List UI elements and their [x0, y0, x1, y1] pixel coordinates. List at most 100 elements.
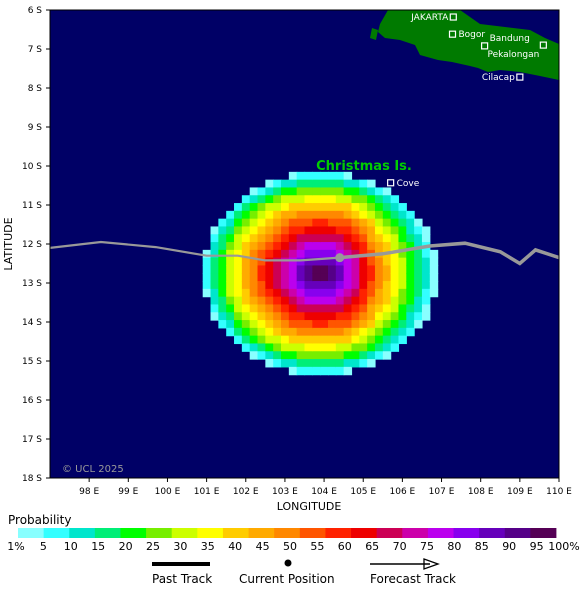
probability-cell	[273, 234, 282, 243]
probability-cell	[210, 257, 219, 267]
legend-swatch	[453, 528, 480, 538]
probability-cell	[398, 304, 407, 313]
probability-cell	[327, 281, 337, 290]
probability-cell	[367, 265, 376, 274]
probability-cell	[312, 288, 321, 298]
probability-cell	[429, 281, 439, 290]
probability-cell	[304, 296, 313, 306]
probability-cell	[296, 312, 306, 321]
probability-cell	[281, 312, 290, 321]
probability-cell	[241, 226, 251, 235]
legend-scale-labels: 1% 5 10 15 20 25 30 35 40 45 50 55 60 65 70 75 80 85 90 95 1…	[0, 540, 580, 554]
probability-cell	[241, 242, 251, 251]
legend-swatch	[197, 528, 224, 538]
probability-cell	[296, 359, 306, 368]
probability-cell	[320, 273, 329, 282]
place-labels: JAKARTA Bogor Bandung Pekalongan Cilacap Cove	[387, 13, 547, 189]
probability-cell	[210, 234, 219, 243]
probability-cell	[382, 257, 392, 267]
probability-cell	[257, 288, 266, 298]
probability-cell	[304, 320, 313, 329]
probability-cell	[288, 179, 298, 189]
legend-swatch	[146, 528, 173, 538]
probability-cell	[414, 312, 423, 321]
probability-cell	[296, 351, 306, 360]
probability-cell	[359, 312, 368, 321]
probability-cell	[241, 288, 251, 298]
probability-cell	[374, 242, 384, 251]
probability-cell	[327, 327, 337, 337]
probability-cell	[288, 304, 298, 313]
probability-cell	[382, 234, 392, 243]
probability-cell	[241, 218, 251, 228]
y-axis-title: LATITUDE	[2, 217, 15, 270]
probability-cell	[351, 343, 360, 352]
probability-cell	[210, 226, 219, 235]
probability-cell	[249, 203, 259, 212]
probability-cell	[382, 320, 392, 329]
probability-cell	[281, 343, 290, 352]
probability-cell	[327, 288, 337, 298]
probability-cell	[218, 320, 227, 329]
probability-cell	[249, 320, 259, 329]
probability-cell	[359, 359, 368, 368]
lon-tick-label: 110 E	[546, 487, 572, 497]
probability-cell	[374, 335, 384, 345]
probability-cell	[327, 359, 337, 368]
probability-cell	[421, 265, 431, 274]
probability-cell	[312, 312, 321, 321]
lat-tick-label: 12 S	[22, 240, 42, 250]
probability-cell	[406, 242, 415, 251]
probability-cell	[226, 281, 235, 290]
probability-cell	[359, 281, 368, 290]
probability-cell	[320, 312, 329, 321]
probability-cell	[414, 273, 423, 282]
probability-cell	[398, 210, 407, 220]
probability-cell	[288, 187, 298, 196]
lon-tick-label: 100 E	[155, 487, 181, 497]
probability-cell	[343, 351, 353, 360]
probability-cell	[351, 312, 360, 321]
probability-cell	[312, 304, 321, 313]
probability-cell	[234, 203, 243, 212]
probability-cell	[382, 242, 392, 251]
probability-cell	[288, 343, 298, 352]
probability-cell	[359, 226, 368, 235]
probability-cell	[257, 249, 266, 259]
probability-cell	[374, 203, 384, 212]
probability-cell	[421, 296, 431, 306]
probability-cell	[367, 288, 376, 298]
track-legend-symbols	[152, 558, 440, 570]
probability-cell	[335, 171, 345, 181]
probability-cell	[304, 226, 313, 235]
probability-cell	[414, 304, 423, 313]
legend-scale-label: 10	[63, 540, 78, 553]
probability-cell	[249, 288, 259, 298]
probability-cell	[312, 359, 321, 368]
probability-cell	[351, 218, 360, 228]
probability-cell	[226, 296, 235, 306]
probability-cell	[351, 234, 360, 243]
probability-cell	[367, 195, 376, 204]
probability-cell	[288, 281, 298, 290]
probability-cell	[351, 187, 360, 196]
probability-cell	[288, 288, 298, 298]
probability-cell	[327, 195, 337, 204]
probability-cell	[249, 351, 259, 360]
probability-cell	[421, 234, 431, 243]
lat-tick-label: 18 S	[22, 474, 42, 484]
probability-cell	[265, 249, 274, 259]
probability-cell	[257, 273, 266, 282]
probability-cell	[234, 320, 243, 329]
probability-cell	[249, 281, 259, 290]
legend-swatch	[43, 528, 70, 538]
probability-cell	[234, 218, 243, 228]
legend-swatch	[248, 528, 275, 538]
probability-cell	[374, 187, 384, 196]
map-svg: JAKARTA Bogor Bandung Pekalongan Cilacap Cove…	[2, 6, 572, 513]
probability-cell	[406, 312, 415, 321]
probability-cell	[226, 218, 235, 228]
probability-cell	[296, 179, 306, 189]
probability-cell	[327, 312, 337, 321]
probability-cell	[320, 179, 329, 189]
